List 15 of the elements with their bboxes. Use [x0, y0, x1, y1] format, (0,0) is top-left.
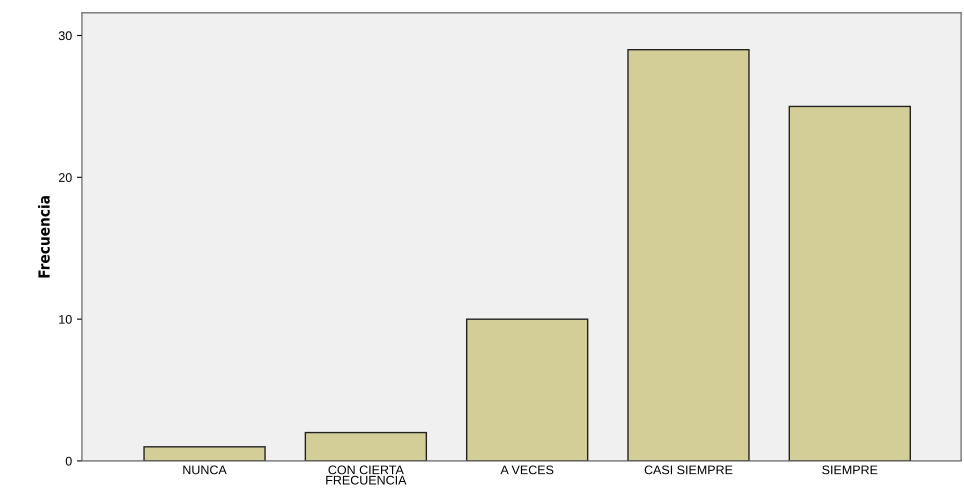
bar — [627, 48, 750, 461]
x-tick-label: CON CIERTA FRECUENCIA — [326, 465, 406, 485]
y-tick-label: 0 — [66, 456, 72, 466]
bar — [788, 106, 911, 461]
x-tick-label: A VECES — [500, 465, 554, 474]
bar — [304, 432, 428, 461]
x-tick-label: SIEMPRE — [822, 465, 878, 474]
y-axis-title: Frecuencia — [38, 196, 50, 278]
y-tick-label: 10 — [59, 314, 72, 324]
x-tick-label: NUNCA — [183, 465, 227, 474]
bar — [143, 446, 266, 461]
bar — [466, 318, 588, 461]
x-tick-label: CASI SIEMPRE — [644, 465, 732, 474]
y-tick-label: 20 — [58, 173, 72, 182]
y-tick-label: 30 — [58, 31, 72, 40]
